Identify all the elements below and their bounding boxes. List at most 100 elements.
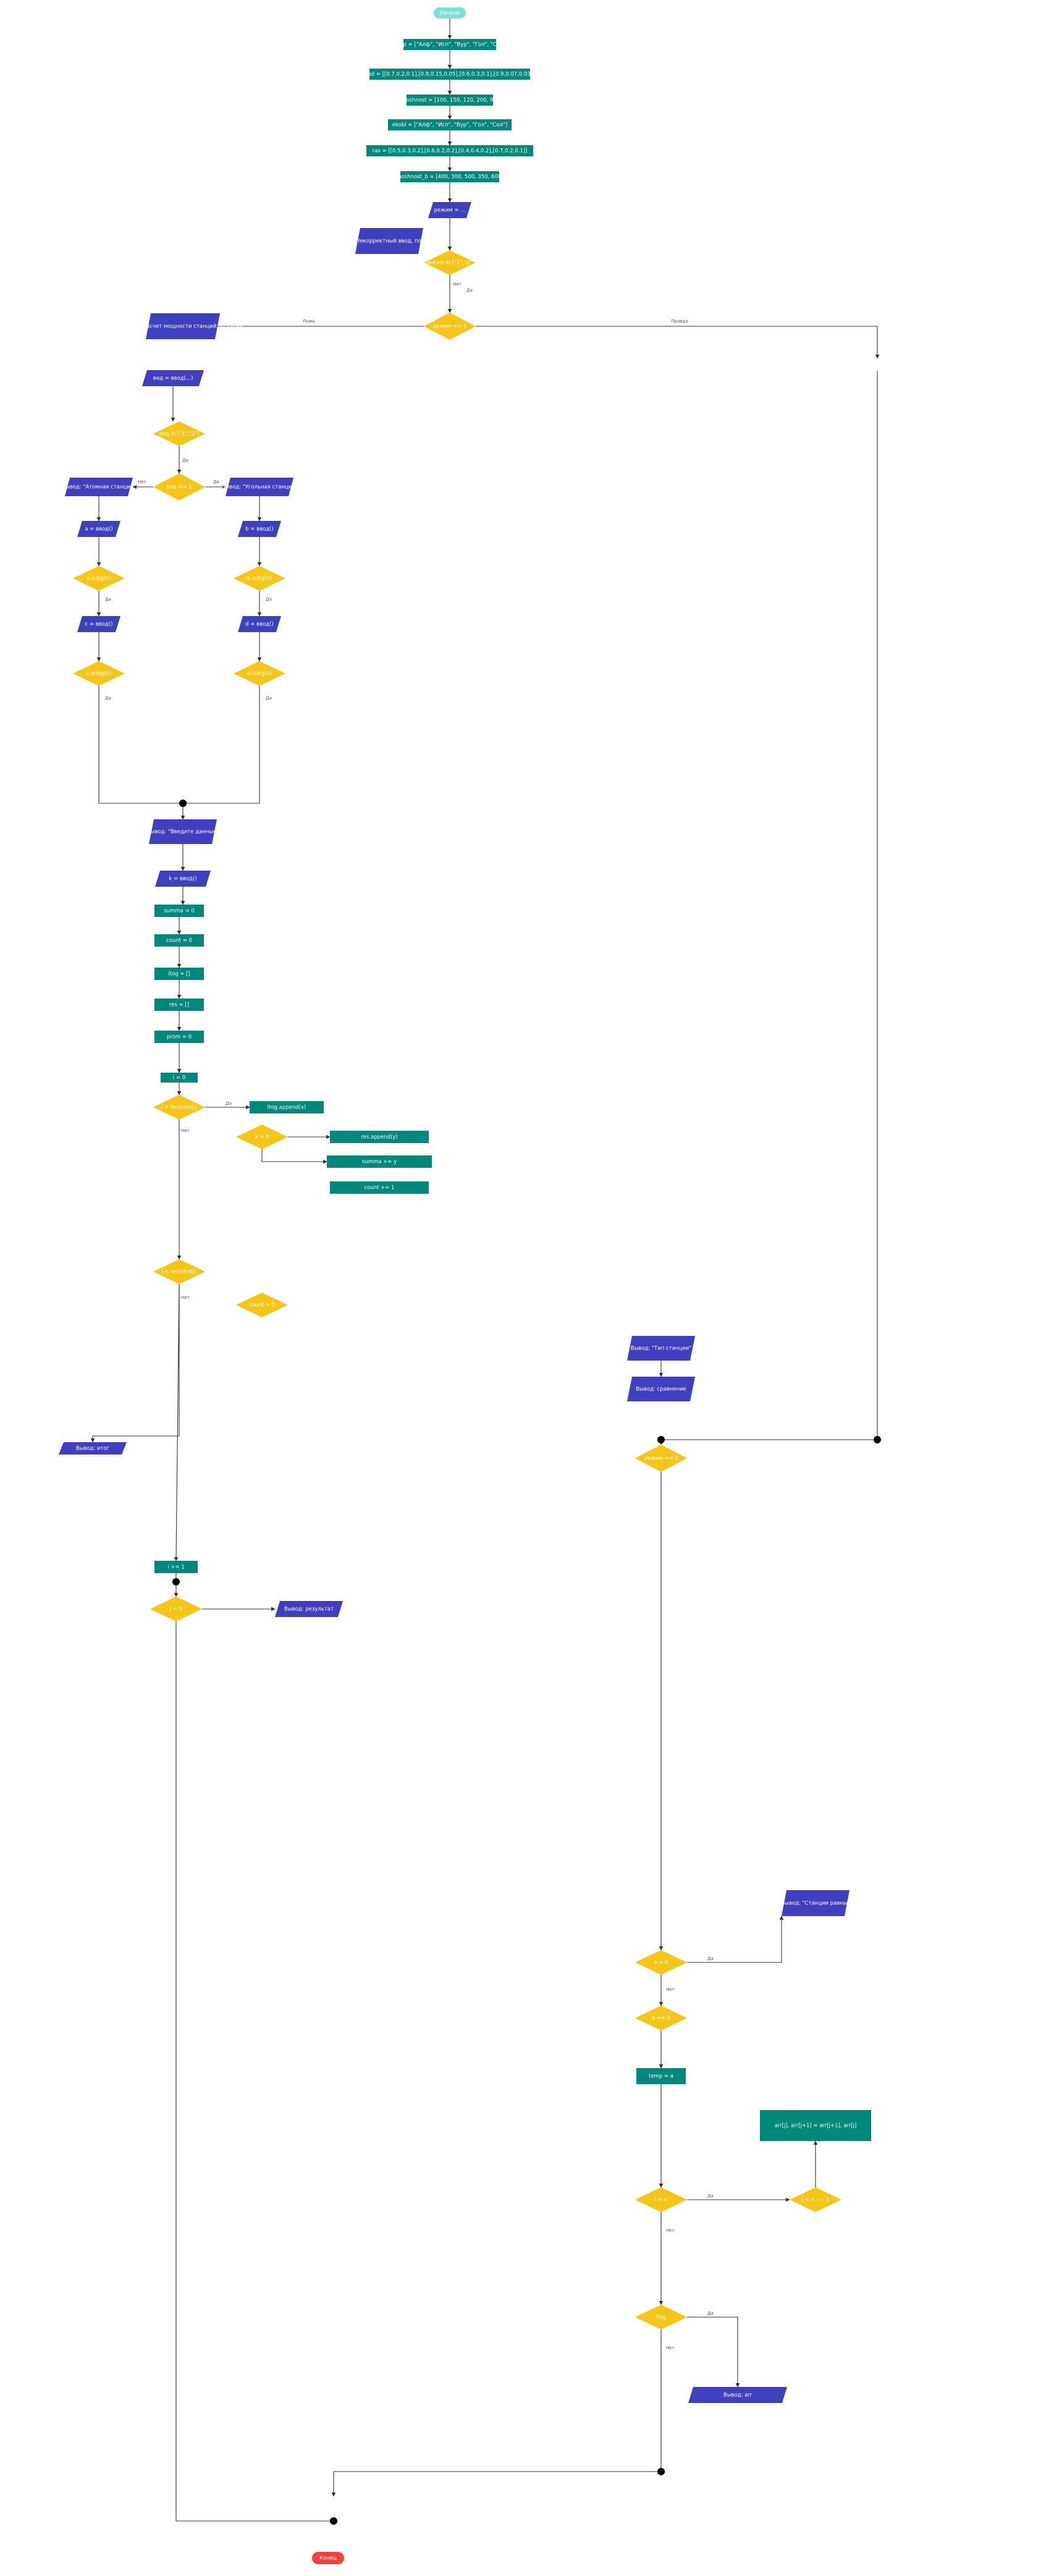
node-label: Вывод: arr [723,2392,753,2399]
process-node: itog = [] [154,968,204,980]
io-node: Вывод: итог [59,1442,127,1455]
edges: Да Нет Ложь Правда Да Нет Да Да Да Да Да Да Нет Нет Не… [90,19,880,2523]
process-node: res = [] [154,999,204,1011]
node-label: Вывод: "Тип станции" [631,1346,691,1352]
edge-label: Да [105,696,111,701]
io-node: k = ввод() [155,871,211,887]
node-label: itog = [] [168,971,190,978]
io-node: Вывод: сравнение [627,1377,695,1401]
process-node: comp = ["Алф", "Исп", "Вур", "Гол", "Сол… [392,39,508,50]
decision-node: режим in ["1","2"] [424,250,476,275]
io-node: b = ввод() [238,521,281,537]
node-label: j < n - i - 1 [801,2197,830,2203]
node-label: a == b [652,2016,670,2022]
node-label: a.isdigit() [86,576,111,582]
node-label: j < 5 [169,1607,182,1613]
edge-connector [331,2329,662,2497]
edge-label: Да [266,696,272,701]
node-label: d = ввод() [245,622,274,628]
edge-connector [476,326,880,359]
io-node: Вывод: "Введите данные" [147,819,219,844]
node-label: flag [656,2315,666,2321]
node-label: moshnost_b = [400, 300, 500, 350, 600] [396,174,503,180]
node-label: c.isdigit() [86,671,111,677]
node-label: res.append(y) [361,1134,397,1141]
junction-node [330,2517,337,2525]
node-label: режим = ... [434,208,466,214]
io-node: d = ввод() [238,616,281,632]
io-node: Вывод: "Расчет мощности станций по типам… [120,313,246,339]
edge-connector [261,1149,327,1164]
node-label: comp = ["Алф", "Исп", "Вур", "Гол", "Сол… [392,42,507,48]
decision-node: вид in ["1","2"] [153,421,205,446]
edge-label: Да [707,1956,714,1961]
end-terminal: Конец [312,2552,344,2564]
node-label: Вывод: "Расчет мощности станций по типам… [120,324,246,330]
decision-node: j < 5 [150,1597,202,1621]
edge-label: Нет [453,282,462,287]
node-label: i < len(ekobl) [161,1269,196,1275]
edge-label: Нет [666,1987,675,1992]
node-label: count > 0 [249,1303,275,1309]
node-label: Вывод: "Введите данные" [147,829,219,835]
node-label: res = [] [169,1002,189,1008]
process-node: prom = 0 [154,1031,204,1043]
node-label: вид == 1 [166,484,192,491]
junction-node [657,2468,665,2475]
end-label: Конец [319,2556,337,2562]
process-node: i += 1 [154,1561,198,1573]
node-label: yad = [[0.7,0.2,0.1],[0.8,0.15,0.05],[0.… [365,72,535,78]
node-label: k = ввод() [169,876,196,882]
junction-node [179,800,187,807]
process-node: ras = [[0.5,0.3,0.2],[0.6,0.2,0.2],[0.4,… [366,145,533,156]
process-node: ekobl = ["Алф", "Исп", "Вур", "Гол", "Со… [388,119,512,130]
node-label: a = ввод() [85,526,112,533]
io-node: a = ввод() [77,521,120,537]
decision-node: b.isdigit() [234,566,285,591]
node-label: count += 1 [364,1185,394,1191]
io-node: c = ввод() [77,616,120,632]
process-node: moshnost_b = [400, 300, 500, 350, 600] [396,171,504,182]
node-label: режим in ["1","2"] [425,260,474,266]
edge-connector [182,686,260,806]
io-node: Вывод: "Тип станции" [627,1336,695,1361]
edge-connector [98,686,185,820]
edge-label: Да [707,2311,714,2316]
node-label: i = 0 [173,1075,185,1081]
node-label: ras = [[0.5,0.3,0.2],[0.6,0.2,0.2],[0.4,… [373,148,528,154]
node-label: Вывод: "Некорректный ввод, повторите" [332,239,446,245]
node-label: i += 1 [167,1565,184,1571]
node-label: summa += y [362,1159,397,1165]
node-label: Вывод: "Атомная станция" [62,484,136,491]
decision-node: i < len(ekobl) [153,1259,205,1284]
node-label: count = 0 [166,938,192,944]
process-node: yad = [[0.7,0.2,0.1],[0.8,0.15,0.05],[0.… [365,69,535,80]
edge-label: Нет [138,479,146,484]
decision-node: режим == 1 [424,313,476,340]
edge-connector [90,1284,180,1443]
decision-node: a > b [635,1950,687,1975]
process-node: temp = a [636,2068,686,2084]
node-label: режим == 1 [432,324,466,330]
io-node: Вывод: "Станции равны" [781,1890,850,1916]
nodes: Начало comp = ["Алф", "Исп", "Вур", "Гол"… [59,7,881,2564]
edge-label: Да [466,288,473,293]
node-label: temp = a [649,2074,673,2080]
edge-label: Нет [181,1295,190,1300]
edge-connector [659,371,878,1445]
process-node: res.append(y) [330,1131,429,1143]
io-node: Вывод: результат [275,1601,343,1617]
io-node: режим = ... [428,202,471,218]
io-node: Вывод: "Угольная станция" [222,478,297,496]
node-label: i < len(comp) [161,1105,197,1111]
junction-node [172,1578,180,1586]
edge-label: Нет [666,2346,675,2350]
node-label: вид in ["1","2"] [159,431,199,437]
edge-label: Нет [666,2228,675,2233]
io-node: вид = ввод(...) [142,370,204,386]
io-node: Вывод: "Атомная станция" [62,478,136,496]
node-label: arr[j], arr[j+1] = arr[j+1], arr[j] [775,2123,857,2129]
decision-node: d.isdigit() [234,661,285,686]
process-node: count = 0 [154,934,204,947]
